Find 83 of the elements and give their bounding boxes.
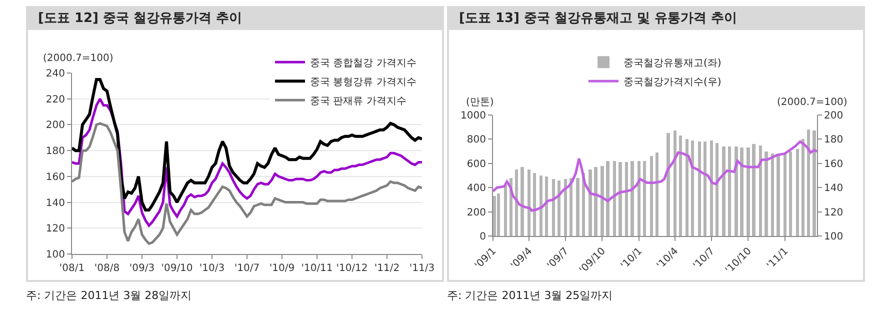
bar xyxy=(630,160,634,236)
x-tick-label: '10/3 xyxy=(199,263,225,274)
bar xyxy=(613,160,616,236)
bar xyxy=(666,133,670,236)
y-axis-title: (만톤) xyxy=(466,97,494,108)
bar xyxy=(685,139,689,236)
bar xyxy=(728,146,731,236)
y-axis-title: (2000.7=100) xyxy=(43,53,114,64)
x-tick-label: '11/3 xyxy=(409,263,435,274)
y-tick-label: 160 xyxy=(46,172,65,183)
bar xyxy=(801,139,805,236)
bar xyxy=(789,151,792,236)
bar xyxy=(703,142,707,236)
bar xyxy=(807,130,810,236)
bar xyxy=(497,194,500,236)
bar xyxy=(679,136,682,236)
line-series xyxy=(493,140,817,212)
bar xyxy=(734,146,738,236)
bar xyxy=(576,178,580,236)
bar xyxy=(764,151,768,236)
y2-tick-label: 160 xyxy=(824,158,844,170)
bar xyxy=(493,196,496,236)
bar xyxy=(796,148,799,236)
x-tick-label: '08/8 xyxy=(94,263,120,274)
bar xyxy=(588,169,592,236)
bar xyxy=(740,148,744,236)
chart-title: [도표 12] 중국 철강유통가격 추이 xyxy=(26,6,444,30)
y-tick-label: 180 xyxy=(46,146,65,158)
y2-tick-label: 120 xyxy=(824,207,844,218)
x-tick-label: '10/7 xyxy=(234,263,260,274)
y-tick-label: 1000 xyxy=(460,110,486,122)
y-tick-label: 220 xyxy=(46,94,65,106)
text: 주: 기간은 2011년 3월 28일까지 xyxy=(26,288,193,304)
x-tick-label: '09/10 xyxy=(161,263,193,274)
bar xyxy=(625,162,628,236)
bar xyxy=(752,144,756,236)
y2-tick-label: 200 xyxy=(824,110,844,122)
bar xyxy=(527,169,531,236)
x-tick-label: '10/11 xyxy=(301,263,333,274)
y-tick-label: 200 xyxy=(46,120,65,132)
legend-label: 중국 종합철강 가격지수 xyxy=(310,58,416,70)
bar xyxy=(533,173,536,236)
y-tick-label: 0 xyxy=(480,232,486,242)
bar xyxy=(812,130,816,236)
bar xyxy=(722,146,726,236)
legend-label: 중국 판재류 가격지수 xyxy=(310,96,406,108)
y-tick-label: 400 xyxy=(466,183,486,194)
bar xyxy=(776,154,780,236)
y2-axis-title: (2000.7=100) xyxy=(777,97,848,108)
y-tick-label: 200 xyxy=(466,207,486,218)
x-tick-label: '11/2 xyxy=(374,263,400,274)
bar xyxy=(504,185,507,236)
line-series xyxy=(72,78,422,212)
bar xyxy=(650,156,653,236)
legend-label: 중국 봉형강류 가격지수 xyxy=(310,77,416,88)
text: 주: 기간은 2011년 3월 25일까지 xyxy=(447,288,614,304)
bar xyxy=(746,148,750,236)
y-tick-label: 240 xyxy=(46,68,65,80)
legend-label: 중국철강유통재고(좌) xyxy=(624,58,722,70)
x-tick-label: '10/12 xyxy=(336,263,368,274)
y-tick-label: 600 xyxy=(466,158,486,170)
bar xyxy=(655,152,659,236)
y-tick-label: 100 xyxy=(46,250,65,260)
bar xyxy=(606,160,610,236)
bar xyxy=(783,154,787,236)
bar xyxy=(643,160,646,236)
x-tick-label: '08/1 xyxy=(59,263,85,274)
y2-tick-label: 100 xyxy=(824,232,844,242)
y2-tick-label: 140 xyxy=(824,183,844,194)
bar xyxy=(698,142,701,236)
legend-label: 중국철강가격지수(우) xyxy=(624,77,722,88)
x-tick-label: '09/3 xyxy=(129,263,155,274)
chart-title: [도표 13] 중국 철강유통재고 및 유통가격 추이 xyxy=(447,6,865,30)
bar xyxy=(618,162,622,236)
y-tick-label: 800 xyxy=(466,134,486,146)
x-tick-label: '10/9 xyxy=(269,263,295,274)
bar xyxy=(520,167,524,236)
y-tick-label: 140 xyxy=(46,198,65,209)
bar xyxy=(594,167,598,236)
bar xyxy=(600,166,604,236)
bar xyxy=(771,154,774,236)
y-tick-label: 120 xyxy=(46,224,65,235)
y2-tick-label: 180 xyxy=(824,134,844,146)
